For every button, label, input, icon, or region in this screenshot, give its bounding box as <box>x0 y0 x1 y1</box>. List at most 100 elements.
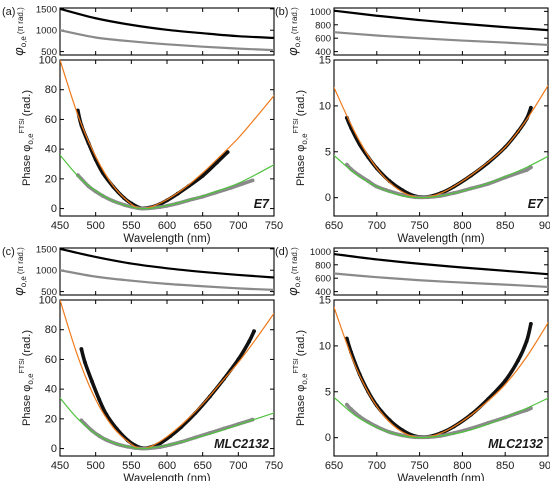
y-tick-label: 500 <box>41 47 57 58</box>
x-tick-label: 700 <box>368 460 386 472</box>
x-tick-label: 650 <box>193 220 211 232</box>
x-tick-label: 650 <box>325 220 343 232</box>
y-tick-label: 1500 <box>36 244 57 255</box>
measured-o-point <box>97 397 102 402</box>
y-tick-label: 1000 <box>36 266 57 277</box>
sample-name: E7 <box>254 197 270 211</box>
top-ylabel: φo,e (π rad.) <box>11 247 28 296</box>
panel-label: (b) <box>275 6 288 18</box>
top-ylabel-sub: o,e <box>293 36 302 48</box>
y-tick-label: 0 <box>325 432 331 444</box>
bottom-ylabel-main: Phase φ <box>21 145 33 186</box>
top-ylabel-sub: o,e <box>19 36 28 48</box>
top-series-group <box>60 248 274 291</box>
measured-e-point <box>344 402 349 407</box>
fit-o-curve <box>334 85 548 199</box>
phi-e-line <box>60 29 274 52</box>
x-axis-label: Wavelength (nm) <box>123 473 210 481</box>
measured-o-band <box>345 322 533 439</box>
bottom-series-group <box>60 300 274 451</box>
x-tick-label: 700 <box>368 220 386 232</box>
x-tick-label: 550 <box>122 220 140 232</box>
measured-o-point <box>528 105 533 110</box>
x-tick-label: 600 <box>158 460 176 472</box>
top-ylabel-unit: (π rad.) <box>16 7 25 34</box>
bottom-ylabel-sup: FTSI <box>19 358 26 373</box>
panel-label: (c) <box>2 246 15 258</box>
x-tick-label: 900 <box>539 220 550 232</box>
top-ylabel-sub: o,e <box>293 276 302 288</box>
top-ylabel: φo,e (π rad.) <box>285 247 302 296</box>
top-ylabel-symbol: φ <box>11 47 26 56</box>
bottom-ylabel-main: Phase φ <box>295 385 307 426</box>
measured-o-point <box>252 329 256 334</box>
plot-frame-top <box>333 247 549 296</box>
bottom-ylabel: Phase φo,eFTSI (rad.) <box>293 90 309 186</box>
y-tick-label: 80 <box>45 84 57 96</box>
x-axis-label: Wavelength (nm) <box>123 233 210 245</box>
x-tick-label: 900 <box>539 460 550 472</box>
top-ylabel-symbol: φ <box>285 47 300 56</box>
x-tick-label: 600 <box>158 220 176 232</box>
x-tick-label: 650 <box>325 460 343 472</box>
top-ylabel: φo,e (π rad.) <box>285 7 302 56</box>
x-tick-label: 800 <box>453 220 471 232</box>
phi-o-line <box>60 248 274 279</box>
y-tick-label: 0 <box>51 443 57 455</box>
y-tick-label: 100 <box>39 295 57 307</box>
bottom-ylabel-sub: o,e <box>300 133 309 145</box>
bottom-ylabel-unit: (rad.) <box>21 330 33 356</box>
plot-frame-bottom <box>333 299 549 457</box>
x-tick-label: 750 <box>265 220 283 232</box>
y-tick-label: 100 <box>39 55 57 67</box>
panel-label: (a) <box>2 6 15 18</box>
bottom-ylabel-sub: o,e <box>26 373 35 385</box>
x-tick-label: 700 <box>229 460 247 472</box>
measured-o-point <box>200 173 205 178</box>
phi-o-line <box>60 8 274 40</box>
phi-e-line <box>60 269 274 291</box>
fit-e-curve <box>334 396 548 439</box>
measured-o-point <box>79 347 84 351</box>
y-tick-label: 20 <box>45 413 57 425</box>
y-tick-label: 15 <box>319 55 331 67</box>
bottom-ylabel-sub: o,e <box>300 373 309 385</box>
fit-o-curve <box>60 300 274 450</box>
sample-name: MLC2132 <box>488 437 543 451</box>
x-tick-label: 450 <box>51 220 69 232</box>
phi-o-line <box>334 252 548 276</box>
y-tick-label: 10 <box>319 100 331 112</box>
y-tick-label: 800 <box>315 20 331 31</box>
measured-o-band <box>79 329 256 451</box>
measured-o-point <box>503 378 508 383</box>
top-ylabel-symbol: φ <box>285 287 300 296</box>
bottom-ylabel-sub: o,e <box>26 133 35 145</box>
y-tick-label: 40 <box>45 384 57 396</box>
bottom-ylabel-unit: (rad.) <box>21 90 33 116</box>
top-ylabel-unit: (π rad.) <box>290 247 299 274</box>
top-ylabel-sub: o,e <box>19 276 28 288</box>
x-tick-label: 850 <box>496 460 514 472</box>
phi-e-line <box>334 272 548 289</box>
measured-e-point <box>349 407 354 412</box>
y-tick-label: 10 <box>319 340 331 352</box>
measured-o-point <box>524 339 529 344</box>
y-tick-label: 20 <box>45 173 57 185</box>
top-series-group <box>334 9 548 47</box>
bottom-ylabel: Phase φo,eFTSI (rad.) <box>293 330 309 426</box>
x-tick-label: 450 <box>51 460 69 472</box>
sample-name: E7 <box>528 197 544 211</box>
measured-o-point <box>225 150 230 155</box>
top-ylabel-unit: (π rad.) <box>16 247 25 274</box>
measured-o-point <box>104 412 109 417</box>
top-series-group <box>60 8 274 52</box>
y-tick-label: 400 <box>315 287 331 298</box>
bottom-ylabel-sup: FTSI <box>293 118 300 133</box>
y-tick-label: 1000 <box>310 7 331 18</box>
top-ylabel-symbol: φ <box>11 287 26 296</box>
